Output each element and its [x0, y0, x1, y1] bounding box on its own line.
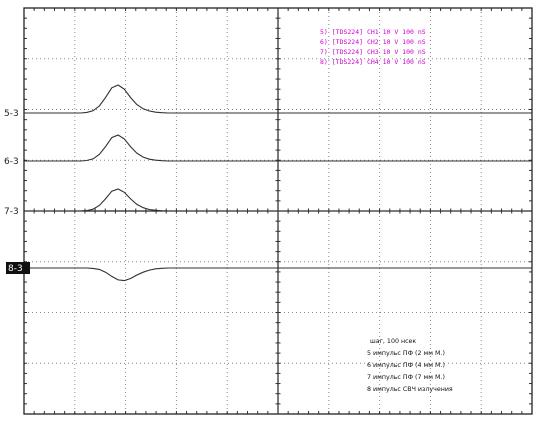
channel-marker-label: 7-3 [4, 207, 19, 217]
annotation: шаг, 100 нсек 5 импульс ПФ (2 мм М.) 6 и… [367, 338, 453, 393]
traces [24, 84, 532, 282]
channel-marker-label: 6-3 [4, 157, 19, 167]
legend-entry: 5) [TDS224] CH1 10 V 100 nS [320, 28, 426, 36]
trace-5-3 [24, 84, 532, 114]
legend-entry: 7) [TDS224] CH3 10 V 100 nS [320, 48, 426, 56]
annotation-line: 6 импульс ПФ (4 мм М.) [367, 362, 445, 369]
annotation-line: шаг, 100 нсек [370, 338, 416, 345]
legend: 5) [TDS224] CH1 10 V 100 nS 6) [TDS224] … [320, 28, 426, 66]
annotation-line: 8 импульс СВЧ излучения [367, 386, 453, 393]
legend-entry: 8) [TDS224] CH4 10 V 100 nS [320, 58, 426, 66]
legend-entry: 6) [TDS224] CH2 10 V 100 nS [320, 38, 426, 46]
trace-8-3 [24, 267, 532, 282]
annotation-line: 5 импульс ПФ (2 мм М.) [367, 350, 445, 357]
channel-labels: 5-3 6-3 7-3 8-3 [4, 109, 30, 274]
channel-marker-label: 5-3 [4, 109, 19, 119]
channel-marker-box [6, 262, 30, 274]
trace-7-3 [24, 188, 532, 212]
channel-marker-label: 8-3 [8, 264, 23, 274]
trace-6-3 [24, 134, 532, 162]
annotation-line: 7 импульс ПФ (7 мм М.) [367, 374, 445, 381]
